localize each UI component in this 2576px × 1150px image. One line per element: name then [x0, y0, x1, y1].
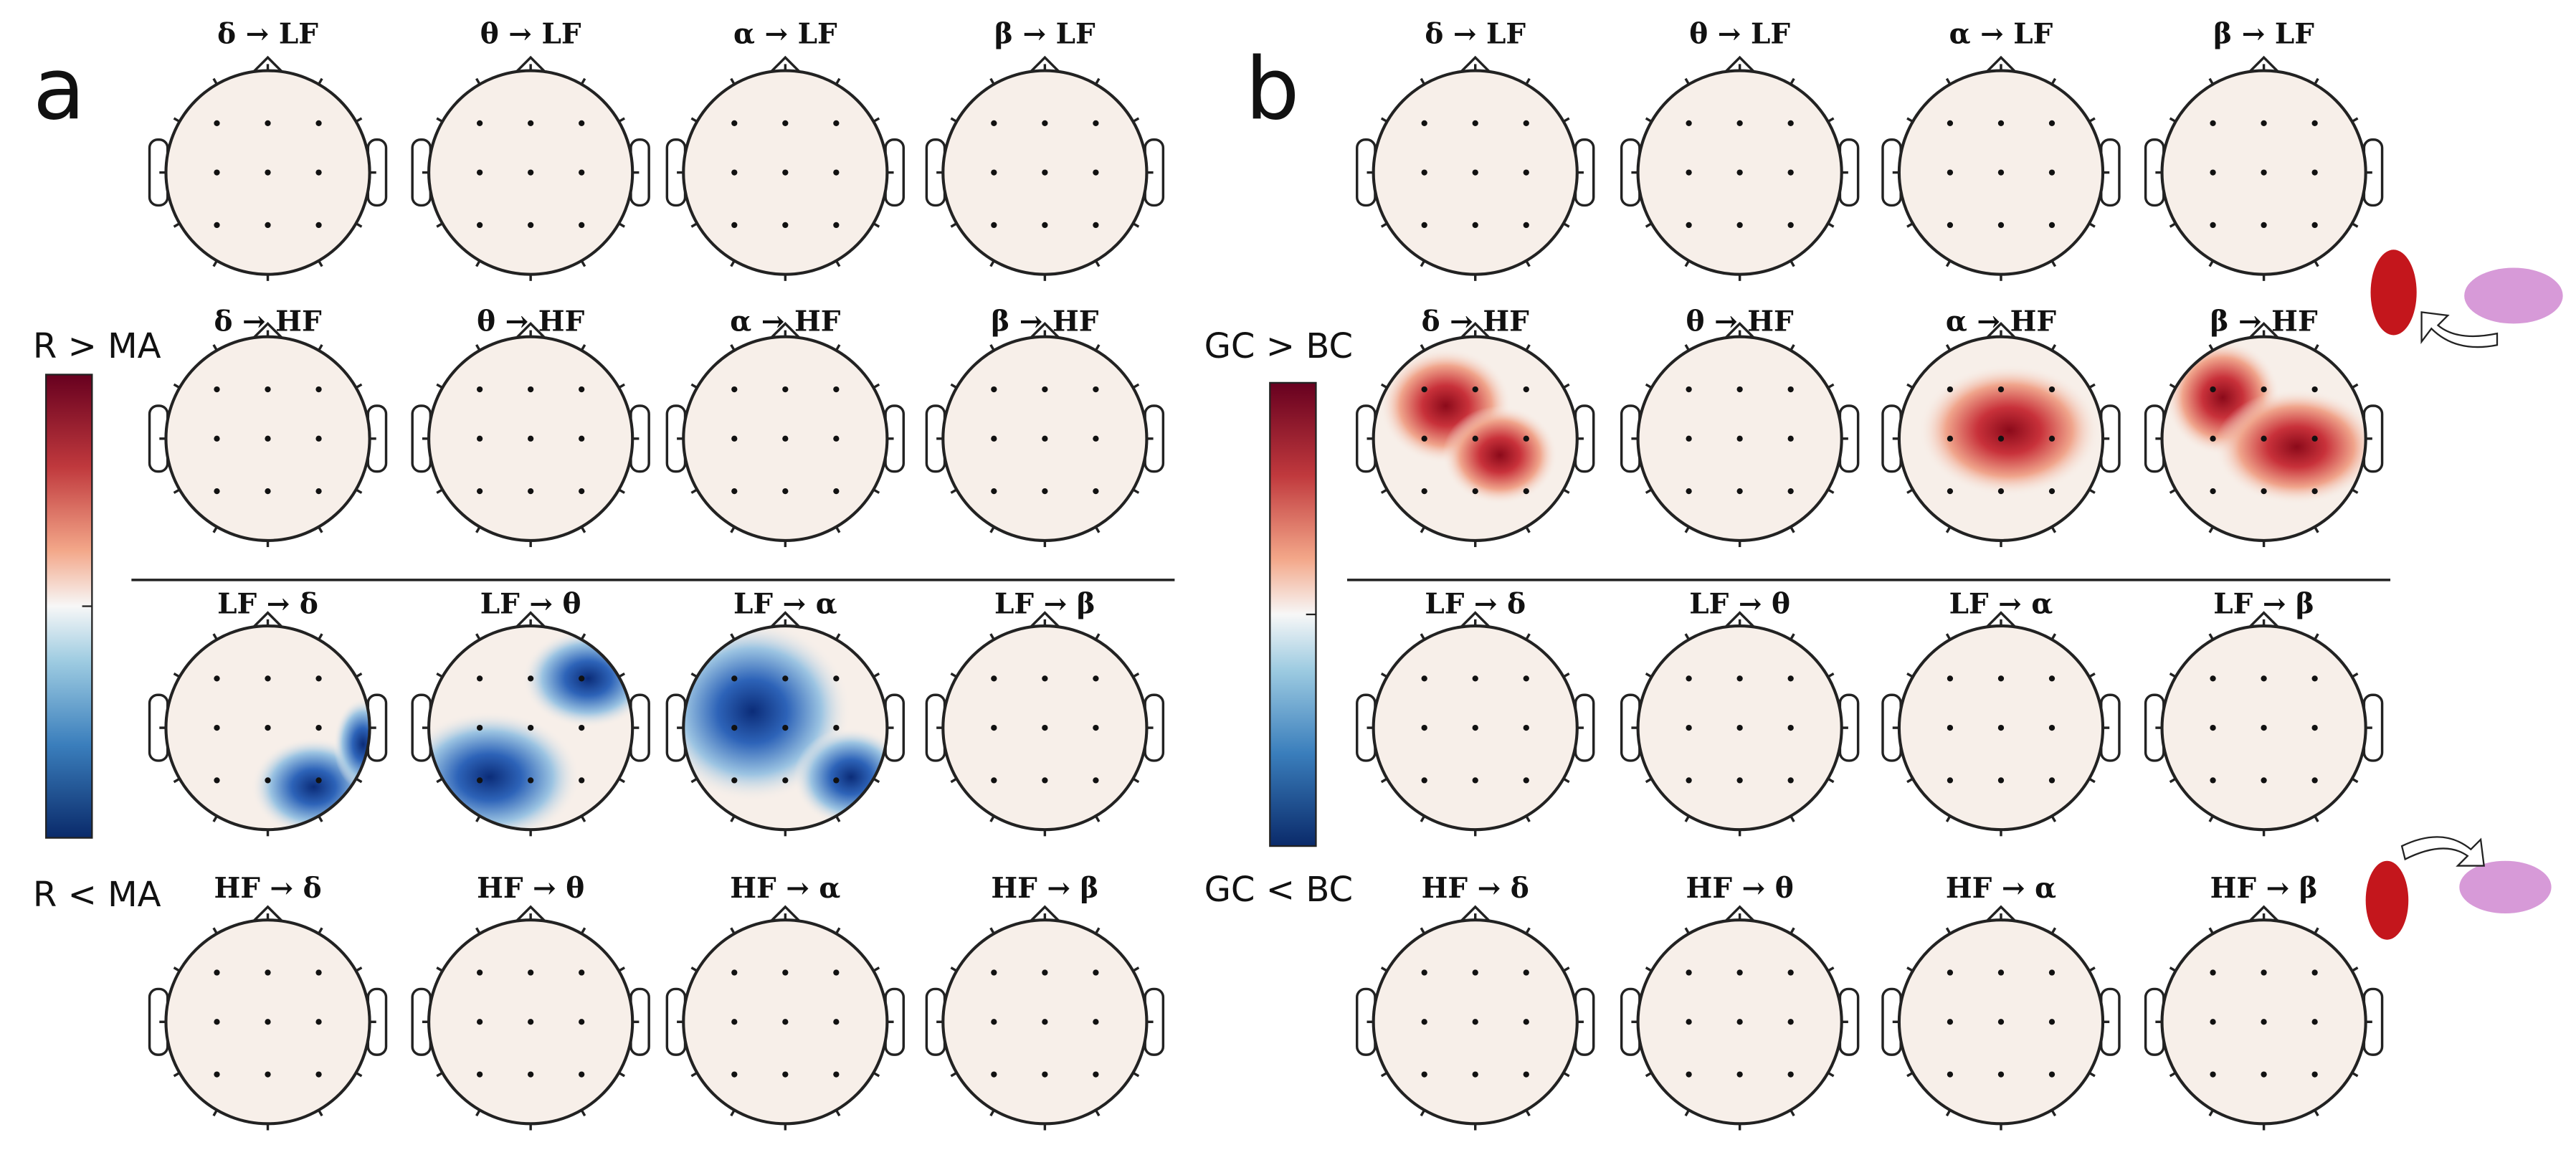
topomap-title: HF → β [2210, 872, 2318, 905]
topomap-title: LF → δ [1425, 588, 1526, 621]
panel-letter: b [1245, 40, 1300, 140]
topomap-title: HF → θ [1686, 872, 1794, 905]
topomap: δ → HF [1356, 305, 1595, 548]
topomap: LF → θ [411, 588, 650, 837]
topomap-title: HF → θ [477, 872, 584, 905]
topomap: α → HF [665, 305, 906, 548]
topomap-title: HF → β [991, 872, 1098, 905]
condition-label: GC > BC [1204, 326, 1354, 366]
topomap-title: LF → θ [480, 588, 581, 621]
topomap-title: β → LF [994, 17, 1095, 50]
topomap: δ → HF [148, 305, 388, 548]
topomap-title: HF → δ [214, 872, 321, 905]
topomap-title: LF → α [733, 588, 837, 621]
topomap: HF → δ [148, 872, 388, 1131]
topomap: HF → β [2144, 872, 2384, 1131]
topomap-title: α → LF [733, 17, 837, 50]
topomap-title: HF → α [730, 872, 840, 905]
topomap: θ → LF [1620, 17, 1860, 281]
topomap: β → HF [2144, 305, 2384, 548]
topomap: HF → α [665, 872, 906, 1131]
topomap-title: θ → LF [480, 17, 581, 50]
topomap: LF → α [665, 588, 906, 837]
condition-label: R > MA [33, 326, 161, 366]
topomap: LF → θ [1620, 588, 1860, 837]
condition-label: R < MA [33, 875, 161, 915]
topomap: α → LF [665, 17, 906, 281]
topomap-title: β → LF [2213, 17, 2314, 50]
topomap-title: δ → LF [1425, 17, 1526, 50]
topomap: α → HF [1881, 305, 2121, 548]
heart-brain-icon [2365, 250, 2563, 940]
topomap: β → HF [925, 305, 1165, 548]
topomap: LF → α [1881, 588, 2121, 837]
topomap-title: LF → δ [217, 588, 318, 621]
topomap-title: LF → β [2213, 588, 2314, 621]
topomap: δ → LF [1356, 17, 1595, 281]
topomap-title: θ → LF [1689, 17, 1790, 50]
topomap: LF → δ [148, 588, 388, 837]
topomap-title: LF → β [994, 588, 1095, 621]
topomap: θ → LF [411, 17, 650, 281]
panel-letter: a [33, 40, 85, 140]
topomap: δ → LF [148, 17, 388, 281]
topomap: HF → δ [1356, 872, 1595, 1131]
topomap-title: HF → δ [1422, 872, 1529, 905]
topomap: α → LF [1881, 17, 2121, 281]
topomap-title: LF → θ [1689, 588, 1790, 621]
topomap-title: α → LF [1949, 17, 2053, 50]
topomap: LF → δ [1356, 588, 1595, 837]
topomap: HF → θ [411, 872, 650, 1131]
topomap: β → LF [925, 17, 1165, 281]
topomap: HF → α [1881, 872, 2121, 1131]
topomap-title: δ → LF [217, 17, 318, 50]
topomap: HF → β [925, 872, 1165, 1131]
topomap: LF → β [2144, 588, 2384, 837]
condition-label: GC < BC [1204, 870, 1354, 910]
topomap: θ → HF [411, 305, 650, 548]
topomap: β → LF [2144, 17, 2384, 281]
topomap: HF → θ [1620, 872, 1860, 1131]
topomap-title: LF → α [1949, 588, 2053, 621]
topomap: θ → HF [1620, 305, 1860, 548]
topomap: LF → β [925, 588, 1165, 837]
topomap-title: HF → α [1946, 872, 2056, 905]
